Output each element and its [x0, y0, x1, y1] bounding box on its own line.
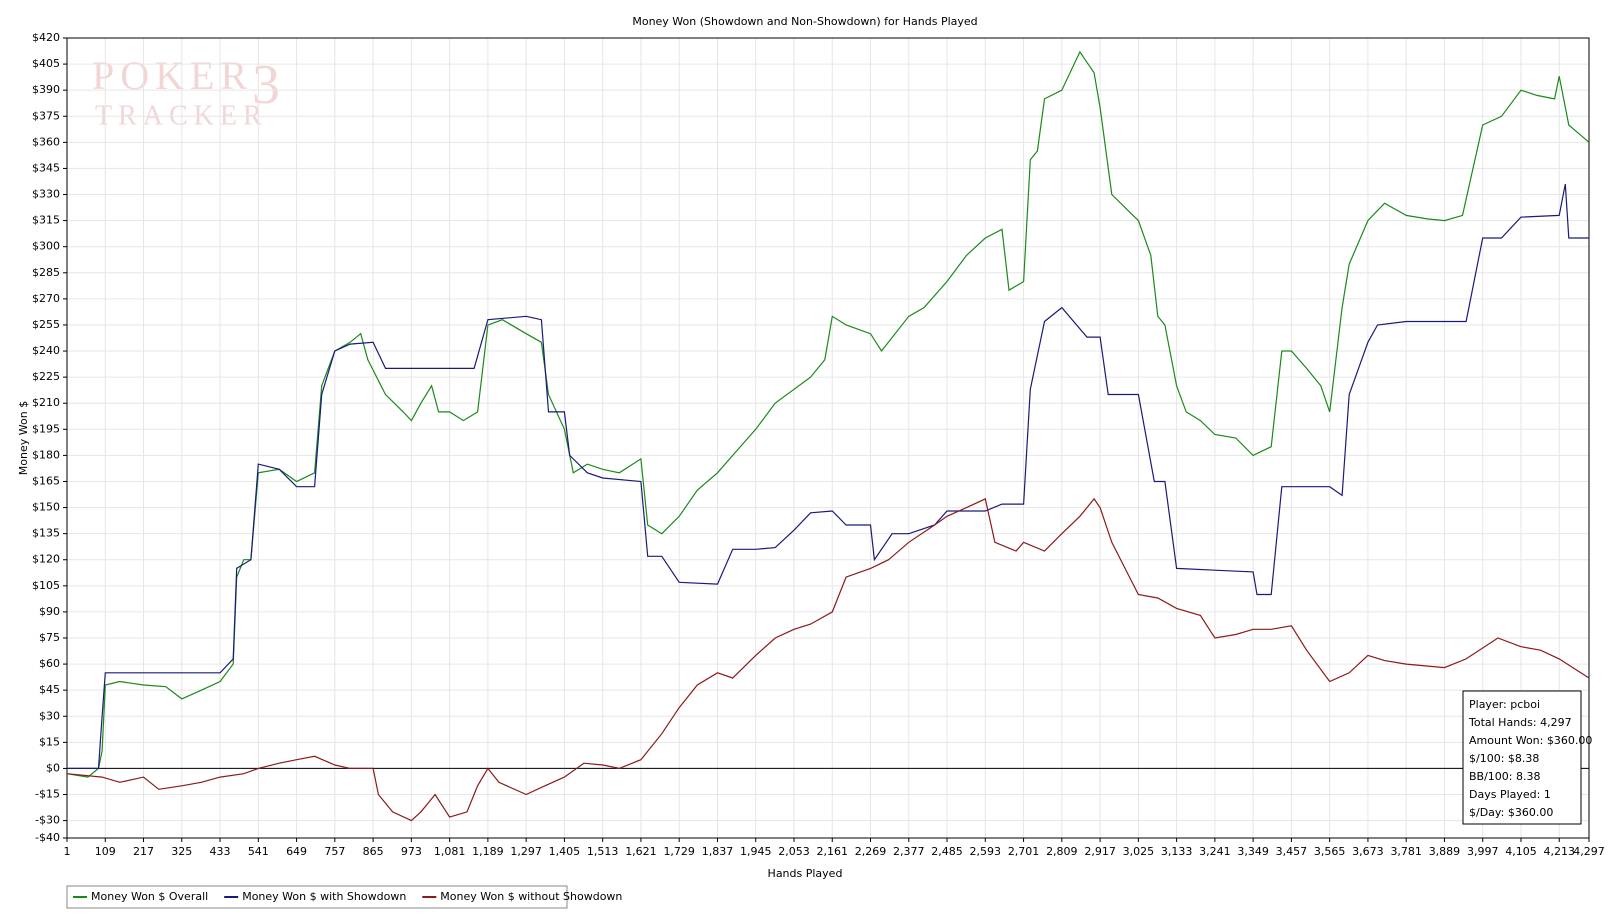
- y-tick-label: -$15: [35, 788, 60, 801]
- x-tick-label: 3,889: [1429, 845, 1461, 858]
- y-tick-label: $135: [32, 527, 60, 540]
- series-line: [66, 50, 1590, 778]
- info-line: Amount Won: $360.00: [1469, 734, 1592, 747]
- y-tick-label: $330: [32, 188, 60, 201]
- info-box: Player: pcboi Total Hands: 4,297 Amount Wo…: [1462, 690, 1592, 825]
- y-tick-label: $195: [32, 422, 60, 435]
- x-tick-label: 649: [286, 845, 307, 858]
- legend-label: Money Won $ with Showdown: [242, 890, 406, 903]
- y-tick-label: $240: [32, 344, 60, 357]
- x-axis-label: Hands Played: [768, 867, 843, 880]
- series-line: [67, 183, 1589, 769]
- y-tick-label: -$40: [35, 831, 60, 844]
- chart-title: Money Won (Showdown and Non-Showdown) fo…: [632, 15, 977, 28]
- x-tick-label: 2,809: [1046, 845, 1078, 858]
- x-tick-label: 3,025: [1123, 845, 1155, 858]
- x-tick-label: 2,053: [778, 845, 810, 858]
- y-tick-label: $105: [32, 579, 60, 592]
- x-tick-label: 4,297: [1573, 845, 1605, 858]
- y-tick-label: $150: [32, 501, 60, 514]
- y-tick-label: $90: [39, 605, 60, 618]
- x-tick-label: 541: [248, 845, 269, 858]
- y-tick-label: $345: [32, 161, 60, 174]
- x-tick-label: 4,213: [1543, 845, 1575, 858]
- info-box-frame: [1462, 690, 1582, 825]
- legend-label: Money Won $ Overall: [91, 890, 208, 903]
- series-line: [66, 497, 1590, 822]
- x-tick-label: 1,189: [472, 845, 504, 858]
- x-tick-label: 1,405: [549, 845, 581, 858]
- y-tick-label: $285: [32, 266, 60, 279]
- y-tick-label: $60: [39, 657, 60, 670]
- y-tick-label: $210: [32, 396, 60, 409]
- legend: Money Won $ Overall Money Won $ with Show…: [66, 885, 622, 909]
- y-tick-label: $225: [32, 370, 60, 383]
- x-tick-label: 433: [210, 845, 231, 858]
- y-tick-label: $30: [39, 709, 60, 722]
- x-tick-label: 1,081: [434, 845, 466, 858]
- info-line: $/Day: $360.00: [1469, 806, 1553, 819]
- x-tick-label: 2,485: [931, 845, 963, 858]
- x-tick-label: 2,269: [855, 845, 887, 858]
- x-tick-label: 1: [64, 845, 71, 858]
- x-tick-label: 1,837: [702, 845, 734, 858]
- info-line: Player: pcboi: [1469, 698, 1540, 711]
- x-tick-label: 109: [95, 845, 116, 858]
- y-tick-label: $405: [32, 57, 60, 70]
- x-tick-label: 2,161: [817, 845, 849, 858]
- y-tick-label: $165: [32, 474, 60, 487]
- x-tick-label: 1,945: [740, 845, 772, 858]
- x-tick-label: 1,621: [625, 845, 657, 858]
- x-tick-label: 3,997: [1467, 845, 1499, 858]
- x-tick-label: 2,593: [970, 845, 1002, 858]
- x-tick-label: 973: [401, 845, 422, 858]
- y-tick-label: $375: [32, 109, 60, 122]
- y-tick-label: $255: [32, 318, 60, 331]
- watermark: POKER: [92, 53, 253, 98]
- x-tick-label: 3,673: [1352, 845, 1384, 858]
- x-tick-label: 1,297: [510, 845, 542, 858]
- y-tick-label: $390: [32, 83, 60, 96]
- x-tick-label: 1,729: [663, 845, 695, 858]
- y-tick-label: $75: [39, 631, 60, 644]
- watermark: 3: [252, 54, 286, 116]
- y-tick-label: -$30: [35, 814, 60, 827]
- y-tick-label: $420: [32, 31, 60, 44]
- y-tick-label: $270: [32, 292, 60, 305]
- x-tick-label: 2,917: [1084, 845, 1116, 858]
- x-tick-label: 2,377: [893, 845, 925, 858]
- x-tick-label: 3,133: [1161, 845, 1193, 858]
- info-line: Days Played: 1: [1469, 788, 1551, 801]
- info-line: Total Hands: 4,297: [1468, 716, 1572, 729]
- x-tick-label: 3,565: [1314, 845, 1346, 858]
- y-tick-label: $0: [46, 761, 60, 774]
- x-tick-label: 3,349: [1237, 845, 1269, 858]
- x-tick-label: 1,513: [587, 845, 619, 858]
- legend-box: [66, 885, 568, 909]
- plot-frame: [66, 37, 1590, 839]
- y-tick-label: $315: [32, 214, 60, 227]
- x-tick-label: 865: [363, 845, 384, 858]
- y-tick-label: $45: [39, 683, 60, 696]
- x-tick-label: 217: [133, 845, 154, 858]
- x-tick-label: 3,457: [1276, 845, 1308, 858]
- x-tick-label: 757: [324, 845, 345, 858]
- info-line: $/100: $8.38: [1469, 752, 1539, 765]
- x-tick-label: 3,781: [1390, 845, 1422, 858]
- y-tick-label: $120: [32, 553, 60, 566]
- legend-label: Money Won $ without Showdown: [440, 890, 622, 903]
- y-tick-label: $300: [32, 240, 60, 253]
- x-tick-label: 325: [171, 845, 192, 858]
- y-tick-label: $360: [32, 135, 60, 148]
- y-tick-label: $180: [32, 448, 60, 461]
- y-axis-label: Money Won $: [17, 401, 30, 475]
- y-tick-label: $15: [39, 735, 60, 748]
- x-tick-label: 4,105: [1505, 845, 1537, 858]
- info-line: BB/100: 8.38: [1469, 770, 1541, 783]
- x-tick-label: 2,701: [1008, 845, 1040, 858]
- x-tick-label: 3,241: [1199, 845, 1231, 858]
